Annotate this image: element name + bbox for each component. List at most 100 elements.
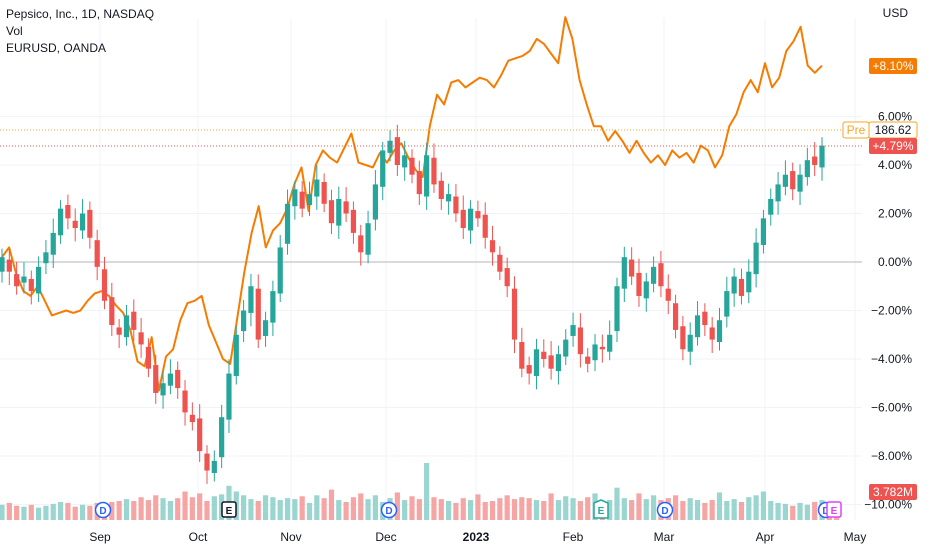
candle bbox=[109, 282, 115, 336]
volume-bar bbox=[79, 504, 86, 520]
candle bbox=[651, 256, 657, 293]
candle bbox=[804, 147, 810, 186]
candle bbox=[453, 184, 459, 222]
candle bbox=[438, 172, 444, 210]
candle bbox=[790, 162, 796, 201]
candle-body bbox=[306, 194, 313, 206]
volume-bar bbox=[672, 495, 679, 520]
candle-body bbox=[36, 266, 42, 294]
candle bbox=[270, 280, 276, 336]
candle bbox=[607, 320, 613, 361]
volume-bar bbox=[204, 501, 210, 520]
volume-bar bbox=[109, 501, 115, 520]
volume-bar bbox=[541, 501, 547, 520]
candle bbox=[643, 272, 649, 312]
dividend-label: D bbox=[661, 506, 668, 517]
volume-bar bbox=[36, 507, 42, 520]
candle bbox=[0, 248, 5, 283]
volume-bar bbox=[182, 491, 188, 520]
candle bbox=[226, 359, 232, 433]
candle bbox=[262, 311, 269, 347]
candle bbox=[101, 256, 108, 310]
y-tick-label: 4.00% bbox=[878, 158, 912, 172]
volume-bar bbox=[460, 498, 466, 520]
candle-body bbox=[197, 418, 203, 452]
volume-bar bbox=[812, 501, 818, 520]
earnings-label: E bbox=[598, 506, 605, 517]
event-marker[interactable]: E bbox=[826, 501, 842, 518]
candles bbox=[0, 124, 825, 484]
candle bbox=[585, 348, 591, 373]
event-marker[interactable]: E bbox=[593, 499, 609, 519]
candle bbox=[724, 276, 730, 328]
candle-body bbox=[65, 205, 71, 219]
candle-body bbox=[489, 240, 496, 253]
candle bbox=[358, 224, 364, 266]
volume-bar bbox=[702, 502, 708, 520]
volume-bar bbox=[175, 498, 181, 520]
candle bbox=[504, 257, 510, 298]
candle bbox=[189, 402, 195, 431]
volume-bar bbox=[21, 506, 27, 520]
candle bbox=[6, 249, 12, 286]
symbol-title[interactable]: Pepsico, Inc., 1D, NASDAQ bbox=[6, 7, 155, 21]
candle bbox=[716, 307, 723, 351]
candle-body bbox=[812, 156, 818, 165]
x-tick-label: Mar bbox=[654, 530, 675, 544]
candle bbox=[460, 195, 466, 239]
candle-body bbox=[380, 150, 386, 187]
candle-body bbox=[79, 213, 86, 231]
candle-body bbox=[226, 373, 232, 420]
candle-body bbox=[424, 155, 430, 197]
candle-body bbox=[585, 356, 591, 364]
candle-body bbox=[431, 157, 437, 185]
dividend-marker bbox=[656, 501, 674, 519]
candle-body bbox=[482, 214, 488, 238]
event-marker[interactable]: D bbox=[380, 501, 398, 519]
compare-title[interactable]: EURUSD, OANDA bbox=[6, 41, 107, 55]
candle-body bbox=[577, 327, 583, 355]
earnings-marker bbox=[221, 501, 237, 518]
candle bbox=[248, 273, 254, 327]
event-marker[interactable]: E bbox=[221, 501, 237, 518]
candle-body bbox=[6, 259, 12, 272]
candle-body bbox=[175, 369, 181, 389]
candle-body bbox=[526, 365, 532, 374]
candle-body bbox=[614, 286, 620, 332]
currency-label[interactable]: USD bbox=[882, 6, 908, 20]
candle bbox=[672, 294, 679, 339]
volume-bar bbox=[328, 489, 335, 520]
volume-bar bbox=[760, 491, 767, 520]
candle-body bbox=[651, 266, 657, 284]
candle-body bbox=[731, 276, 737, 294]
candle bbox=[343, 187, 349, 222]
candle bbox=[219, 404, 225, 469]
candle bbox=[709, 317, 715, 353]
candle bbox=[482, 202, 488, 249]
candle-body bbox=[204, 453, 210, 471]
candle bbox=[116, 318, 122, 349]
volume-title[interactable]: Vol bbox=[6, 24, 23, 38]
event-marker[interactable]: D bbox=[94, 501, 112, 519]
candle bbox=[284, 189, 291, 255]
candle bbox=[592, 334, 598, 372]
candle-body bbox=[475, 211, 481, 219]
candle bbox=[416, 160, 422, 206]
candle-body bbox=[321, 181, 327, 204]
volume-bar bbox=[350, 497, 357, 520]
pre-price-badge-text: 186.62 bbox=[875, 123, 912, 137]
candle-body bbox=[636, 272, 642, 296]
x-tick-label: Sep bbox=[89, 530, 111, 544]
candle-body bbox=[511, 288, 518, 340]
candle bbox=[72, 208, 78, 242]
volume-bars bbox=[0, 463, 840, 520]
volume-bar bbox=[131, 501, 137, 520]
event-marker[interactable]: D bbox=[656, 501, 674, 519]
candle-body bbox=[299, 191, 305, 209]
candle-body bbox=[123, 315, 130, 338]
candle-body bbox=[790, 171, 796, 190]
candle-body bbox=[541, 351, 547, 359]
